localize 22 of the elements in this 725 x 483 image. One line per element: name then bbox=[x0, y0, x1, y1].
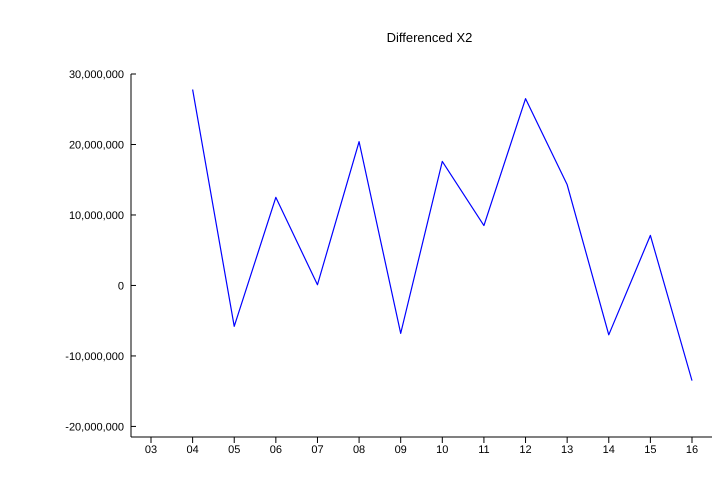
x-tick-label: 03 bbox=[144, 444, 158, 456]
x-tick-label: 15 bbox=[644, 444, 657, 456]
x-tick-label: 14 bbox=[602, 444, 615, 456]
x-tick-label: 07 bbox=[311, 444, 324, 456]
y-tick-label: -10,000,000 bbox=[65, 350, 124, 363]
x-tick-label: 11 bbox=[478, 444, 490, 456]
y-tick-label: 0 bbox=[118, 280, 124, 292]
x-tick-label: 13 bbox=[561, 444, 574, 456]
x-tick-label: 08 bbox=[352, 444, 366, 456]
chart-title: Differenced X2 bbox=[386, 30, 474, 45]
line-series bbox=[192, 88, 693, 382]
y-tick-label: 10,000,000 bbox=[68, 210, 124, 222]
x-tick-label: 04 bbox=[186, 444, 199, 456]
x-tick-label: 16 bbox=[686, 444, 698, 456]
y-tick-label: 30,000,000 bbox=[68, 68, 124, 81]
x-tick-label: 09 bbox=[394, 444, 407, 456]
x-tick-label: 06 bbox=[270, 444, 282, 456]
x-tick-label: 12 bbox=[519, 444, 532, 456]
y-tick-label: -20,000,000 bbox=[65, 421, 124, 434]
x-tick-label: 10 bbox=[436, 444, 448, 456]
y-tick-label: 20,000,000 bbox=[68, 139, 124, 152]
x-tick-label: 05 bbox=[228, 444, 240, 456]
